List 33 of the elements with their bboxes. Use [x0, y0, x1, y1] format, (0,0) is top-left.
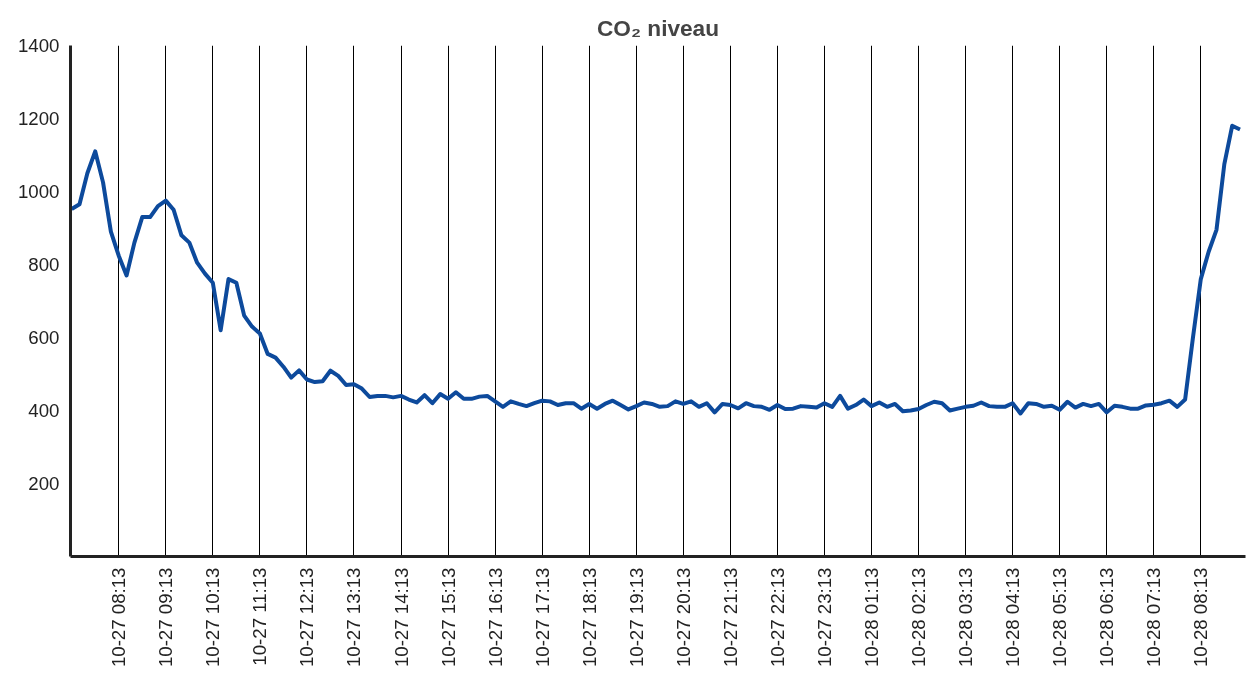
x-tick-label: 10-27 14:13 [390, 567, 412, 668]
x-tick-label: 10-27 08:13 [108, 567, 130, 668]
x-tick-label: 10-27 22:13 [766, 567, 788, 668]
x-tick-label: 10-28 07:13 [1143, 567, 1165, 668]
y-tick-label: 600 [28, 327, 60, 348]
line-series [70, 123, 1243, 416]
chart-title: CO₂ niveau [596, 14, 720, 41]
y-tick-label: 200 [28, 473, 60, 494]
x-tick-label: 10-27 16:13 [484, 567, 506, 668]
x-tick-label: 10-27 17:13 [531, 567, 553, 668]
x-tick-label: 10-27 18:13 [578, 567, 600, 668]
x-tick-label: 10-27 20:13 [672, 567, 694, 668]
x-tick-label: 10-28 02:13 [908, 567, 930, 668]
x-tick-label: 10-28 06:13 [1096, 567, 1118, 668]
y-tick-label: 1400 [18, 35, 60, 56]
x-tick-label: 10-28 08:13 [1190, 567, 1212, 668]
x-tick-label: 10-27 09:13 [155, 567, 177, 668]
x-tick-label: 10-27 21:13 [719, 567, 741, 668]
x-tick-label: 10-28 01:13 [860, 567, 882, 668]
x-tick-label: 10-27 15:13 [437, 567, 459, 668]
x-tick-label: 10-27 10:13 [202, 567, 224, 668]
y-tick-label: 1000 [18, 181, 60, 202]
x-tick-label: 10-28 05:13 [1049, 567, 1071, 668]
y-tick-label: 1200 [18, 108, 60, 129]
x-tick-label: 10-28 03:13 [955, 567, 977, 668]
y-tick-label: 400 [28, 400, 60, 421]
x-tick-label: 10-27 23:13 [813, 567, 835, 668]
x-tick-label: 10-27 19:13 [625, 567, 647, 668]
x-tick-label: 10-27 13:13 [343, 567, 365, 668]
y-tick-label: 800 [28, 254, 60, 275]
x-tick-label: 10-27 11:13 [249, 567, 271, 666]
x-tick-label: 10-27 12:13 [296, 567, 318, 668]
x-tick-label: 10-28 04:13 [1002, 567, 1024, 668]
